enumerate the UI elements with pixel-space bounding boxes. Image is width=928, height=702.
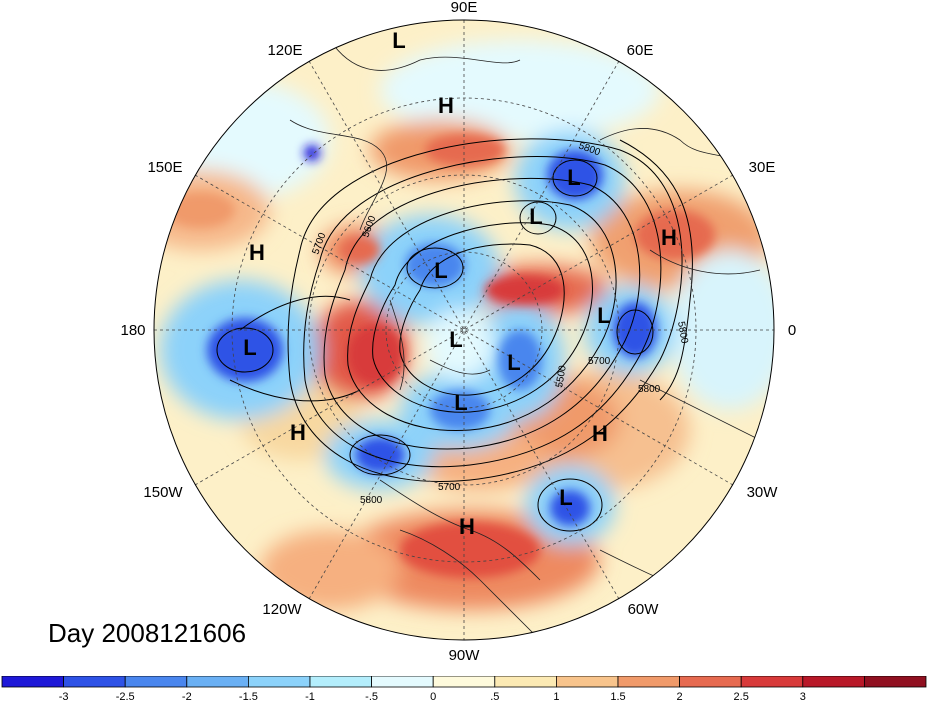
lon-label-60w: 60W <box>628 601 660 618</box>
lon-label-60e: 60E <box>627 42 654 59</box>
contour-label: 5500 <box>554 364 569 388</box>
contour-label: 5800 <box>638 384 661 395</box>
colorbar-box <box>556 676 619 688</box>
pressure-center: L <box>454 390 467 415</box>
pressure-center: L <box>529 204 542 229</box>
colorbar-box <box>864 676 927 688</box>
height-contours <box>216 138 693 532</box>
contour-label: 5700 <box>438 482 461 493</box>
pressure-center-labels: L H L L H H L L L L L H H L L H <box>243 28 677 539</box>
colorbar-box <box>494 676 557 688</box>
colorbar-tick-label: 1 <box>553 691 559 702</box>
lon-label-120w: 120W <box>262 601 302 618</box>
pressure-center: L <box>449 327 462 352</box>
colorbar-box <box>617 676 680 688</box>
pressure-center: H <box>661 225 677 250</box>
colorbar: -3 -2.5 -2 -1.5 -1 -.5 0 .5 1 1.5 2 2.5 3 <box>1 676 927 702</box>
lon-label-180: 180 <box>120 322 145 339</box>
colorbar-tick-label: -1 <box>305 691 315 702</box>
colorbar-tick-label: .5 <box>490 691 499 702</box>
lon-label-90w: 90W <box>449 647 481 664</box>
colorbar-tick-label: -1.5 <box>239 691 258 702</box>
pressure-center: L <box>392 28 405 53</box>
pressure-center: L <box>567 165 580 190</box>
lon-label-30w: 30W <box>747 484 779 501</box>
colorbar-box <box>740 676 804 688</box>
colorbar-box <box>124 676 188 688</box>
lon-label-0: 0 <box>788 322 796 339</box>
pressure-center: H <box>459 514 475 539</box>
pressure-center: L <box>507 350 520 375</box>
pressure-center: L <box>597 303 610 328</box>
lon-label-150w: 150W <box>143 484 183 501</box>
colorbar-box <box>1 676 64 688</box>
contour-label: 5700 <box>588 356 611 367</box>
colorbar-ticks: -3 -2.5 -2 -1.5 -1 -.5 0 .5 1 1.5 2 2.5 3 <box>59 691 806 702</box>
colorbar-tick-label: -2.5 <box>116 691 135 702</box>
pressure-center: H <box>290 420 306 445</box>
colorbar-box <box>432 676 496 688</box>
colorbar-box <box>371 676 434 688</box>
map-border <box>153 19 775 641</box>
colorbar-tick-label: 3 <box>800 691 806 702</box>
date-label: Day 2008121606 <box>48 618 247 648</box>
lon-label-120e: 120E <box>267 42 302 59</box>
colorbar-tick-label: 1.5 <box>610 691 625 702</box>
colorbar-box <box>309 676 372 688</box>
contour-label: 5800 <box>360 495 383 506</box>
pressure-center: L <box>434 258 447 283</box>
colorbar-tick-label: 0 <box>430 691 436 702</box>
pressure-center: L <box>243 335 256 360</box>
colorbar-boxes <box>1 676 927 688</box>
colorbar-box <box>802 676 865 688</box>
colorbar-box <box>247 676 311 688</box>
coastlines <box>289 39 761 640</box>
pressure-center: H <box>249 240 265 265</box>
pressure-center: H <box>592 421 608 446</box>
colorbar-box <box>679 676 742 688</box>
colorbar-box <box>63 676 126 688</box>
colorbar-tick-label: 2 <box>677 691 683 702</box>
colorbar-tick-label: -2 <box>182 691 192 702</box>
lon-label-90e: 90E <box>451 0 478 16</box>
pressure-center: L <box>559 485 572 510</box>
colorbar-tick-label: -.5 <box>365 691 378 702</box>
pressure-center: H <box>438 93 454 118</box>
colorbar-tick-label: 2.5 <box>734 691 749 702</box>
lon-label-30e: 30E <box>749 159 776 176</box>
colorbar-tick-label: -3 <box>59 691 69 702</box>
contour-label: 5800 <box>675 321 690 345</box>
lon-label-150e: 150E <box>147 159 182 176</box>
colorbar-box <box>186 676 249 688</box>
graticule <box>154 20 774 640</box>
